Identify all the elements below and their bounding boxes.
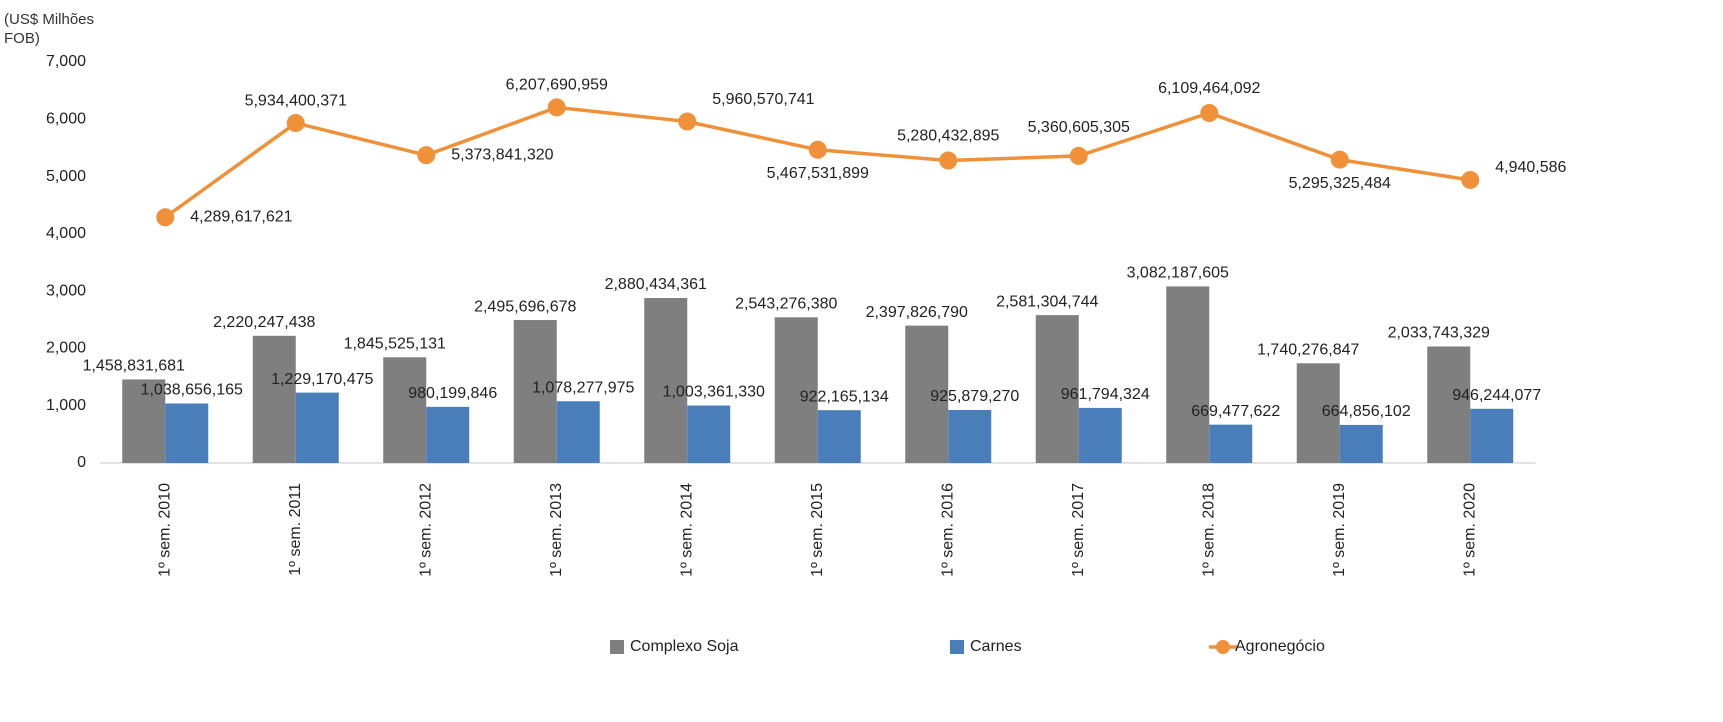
line-marker bbox=[1330, 150, 1349, 169]
data-label: 1,038,656,165 bbox=[141, 382, 243, 399]
data-label: 980,199,846 bbox=[408, 385, 497, 402]
x-tick-label: 1º sem. 2014 bbox=[678, 483, 695, 577]
bar bbox=[252, 335, 296, 463]
line-marker bbox=[417, 146, 436, 165]
x-tick-label: 1º sem. 2018 bbox=[1200, 483, 1217, 577]
x-tick-label: 1º sem. 2017 bbox=[1070, 483, 1087, 577]
line-marker bbox=[1200, 104, 1219, 123]
bar bbox=[1339, 424, 1383, 463]
legend-swatch bbox=[610, 640, 624, 654]
data-label: 946,244,077 bbox=[1452, 387, 1541, 404]
data-label: 2,397,826,790 bbox=[866, 304, 968, 321]
data-label: 5,934,400,371 bbox=[245, 92, 347, 109]
bar bbox=[905, 325, 949, 463]
line-marker bbox=[286, 114, 305, 133]
bar bbox=[774, 317, 818, 463]
data-label: 1,458,831,681 bbox=[83, 358, 185, 375]
bar bbox=[165, 403, 209, 463]
bar bbox=[1209, 424, 1253, 463]
data-label: 2,581,304,744 bbox=[996, 293, 1098, 310]
bar bbox=[644, 297, 688, 463]
bar bbox=[687, 405, 731, 463]
data-label: 2,033,743,329 bbox=[1388, 325, 1490, 342]
y-tick-label: 7,000 bbox=[46, 53, 86, 70]
bar bbox=[948, 409, 992, 463]
y-tick-label: 6,000 bbox=[46, 111, 86, 128]
y-tick-label: 4,000 bbox=[46, 225, 86, 242]
y-axis-title: (US$ Milhões FOB) bbox=[4, 11, 95, 47]
bar bbox=[817, 410, 861, 463]
bar bbox=[1470, 408, 1514, 463]
data-label: 3,082,187,605 bbox=[1127, 265, 1229, 282]
bar bbox=[556, 401, 600, 463]
legend-label: Complexo Soja bbox=[630, 638, 739, 655]
x-tick-label: 1º sem. 2013 bbox=[548, 483, 565, 577]
line-marker bbox=[1461, 170, 1480, 189]
bar bbox=[513, 320, 557, 463]
data-label: 961,794,324 bbox=[1061, 386, 1150, 403]
line-marker bbox=[156, 208, 175, 227]
y-tick-label: 3,000 bbox=[46, 282, 86, 299]
data-label: 5,373,841,320 bbox=[451, 146, 553, 163]
data-label: 6,109,464,092 bbox=[1158, 80, 1260, 97]
bar bbox=[1166, 286, 1210, 463]
legend-label: Agronegócio bbox=[1235, 638, 1325, 655]
data-label: 5,467,531,899 bbox=[767, 165, 869, 182]
x-tick-label: 1º sem. 2019 bbox=[1331, 483, 1348, 577]
data-label: 5,295,325,484 bbox=[1289, 175, 1391, 192]
bar bbox=[1035, 315, 1079, 463]
data-label: 1,003,361,330 bbox=[663, 384, 765, 401]
x-tick-label: 1º sem. 2020 bbox=[1461, 483, 1478, 577]
line-marker bbox=[939, 151, 958, 170]
data-label: 922,165,134 bbox=[800, 388, 889, 405]
data-label: 5,280,432,895 bbox=[897, 128, 999, 145]
x-tick-label: 1º sem. 2010 bbox=[156, 483, 173, 577]
y-tick-label: 1,000 bbox=[46, 397, 86, 414]
data-label: 1,845,525,131 bbox=[344, 335, 446, 352]
x-tick-label: 1º sem. 2011 bbox=[287, 483, 304, 576]
legend-label: Carnes bbox=[970, 638, 1022, 655]
bar bbox=[295, 392, 339, 463]
x-tick-label: 1º sem. 2016 bbox=[939, 483, 956, 577]
data-label: 5,960,570,741 bbox=[712, 91, 814, 108]
y-tick-label: 0 bbox=[77, 454, 86, 471]
bar bbox=[1078, 407, 1122, 463]
x-tick-label: 1º sem. 2015 bbox=[809, 483, 826, 577]
bar bbox=[1427, 346, 1471, 463]
data-label: 925,879,270 bbox=[930, 388, 1019, 405]
data-label: 1,740,276,847 bbox=[1257, 342, 1359, 359]
legend-swatch bbox=[950, 640, 964, 654]
legend-swatch bbox=[1216, 640, 1230, 654]
bar bbox=[383, 357, 427, 463]
data-label: 2,880,434,361 bbox=[605, 276, 707, 293]
bar bbox=[122, 379, 166, 463]
data-label: 2,543,276,380 bbox=[735, 296, 837, 313]
data-label: 664,856,102 bbox=[1322, 403, 1411, 420]
data-label: 1,229,170,475 bbox=[271, 371, 373, 388]
line-marker bbox=[808, 140, 827, 159]
data-label: 6,207,690,959 bbox=[506, 77, 608, 94]
bar bbox=[1296, 363, 1340, 463]
data-label: 669,477,622 bbox=[1191, 403, 1280, 420]
y-tick-label: 5,000 bbox=[46, 168, 86, 185]
data-label: 2,220,247,438 bbox=[213, 314, 315, 331]
data-label: 4,289,617,621 bbox=[190, 208, 292, 225]
data-label: 4,940,586 bbox=[1495, 159, 1566, 176]
line-marker bbox=[1069, 146, 1088, 165]
y-tick-label: 2,000 bbox=[46, 340, 86, 357]
bar bbox=[426, 406, 470, 463]
line bbox=[164, 105, 1471, 219]
x-tick-label: 1º sem. 2012 bbox=[417, 483, 434, 577]
data-label: 2,495,696,678 bbox=[474, 298, 576, 315]
data-label: 5,360,605,305 bbox=[1028, 119, 1130, 136]
line-marker bbox=[678, 112, 697, 131]
line-marker bbox=[547, 98, 566, 117]
data-label: 1,078,277,975 bbox=[532, 379, 634, 396]
